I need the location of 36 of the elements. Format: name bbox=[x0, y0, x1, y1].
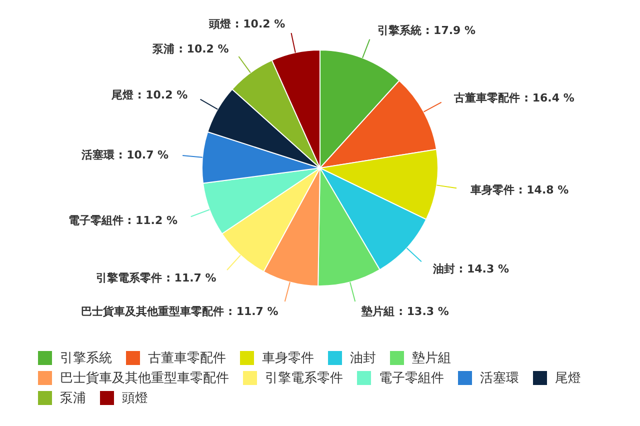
slice-label: 墊片組 bbox=[360, 304, 395, 318]
slice-label: 頭燈 bbox=[208, 16, 232, 30]
data-label: : 11.2 % bbox=[127, 214, 178, 227]
data-label: : 13.3 % bbox=[398, 304, 449, 318]
legend-label: 引擎電系零件 bbox=[265, 370, 343, 387]
legend-label: 活塞環 bbox=[480, 370, 519, 387]
legend-label: 頭燈 bbox=[122, 390, 148, 407]
data-label: : 10.2 % bbox=[234, 16, 286, 30]
legend-label: 泵浦 bbox=[60, 390, 86, 407]
legend-label: 巴士貨車及其他重型車零配件 bbox=[60, 370, 229, 387]
legend-label: 油封 bbox=[350, 350, 376, 367]
legend-label: 電子零組件 bbox=[379, 370, 444, 387]
data-label: : 17.9 % bbox=[425, 23, 476, 36]
data-label: : 10.2 % bbox=[137, 88, 188, 101]
data-label: : 11.7 % bbox=[166, 270, 216, 284]
legend-label: 車身零件 bbox=[469, 183, 514, 196]
slice-label: 古董車零配件 bbox=[453, 91, 520, 104]
data-label: : 10.2 % bbox=[178, 42, 229, 55]
slice-label: 尾燈 bbox=[110, 88, 134, 101]
slice-label: 電子零組件 bbox=[68, 214, 124, 227]
data-label: : 10.7 % bbox=[118, 148, 169, 162]
slice-label: 泵浦 bbox=[152, 42, 175, 55]
data-label: : 11.7 % bbox=[228, 304, 278, 318]
slice-label: 活塞環 bbox=[80, 148, 116, 162]
slice-label: 引擎系統 bbox=[377, 23, 422, 36]
data-label: : 14.3 % bbox=[458, 262, 509, 275]
slice-label: 引擎電系零件 bbox=[96, 270, 162, 284]
slice-label: 油封 bbox=[432, 262, 455, 275]
category-label: 車身零件 bbox=[262, 351, 314, 366]
data-label: : 16.4 % bbox=[524, 91, 574, 104]
slice-label: 巴士貨車及其他重型車零配件 bbox=[81, 304, 224, 318]
legend-label: 尾燈 bbox=[555, 370, 581, 387]
legend-label: 墊片組 bbox=[412, 350, 451, 367]
legend-label: 引擎系統 bbox=[60, 350, 112, 367]
data-label: : 14.8 % bbox=[518, 183, 569, 196]
legend-label: 古董車零配件 bbox=[148, 350, 226, 367]
